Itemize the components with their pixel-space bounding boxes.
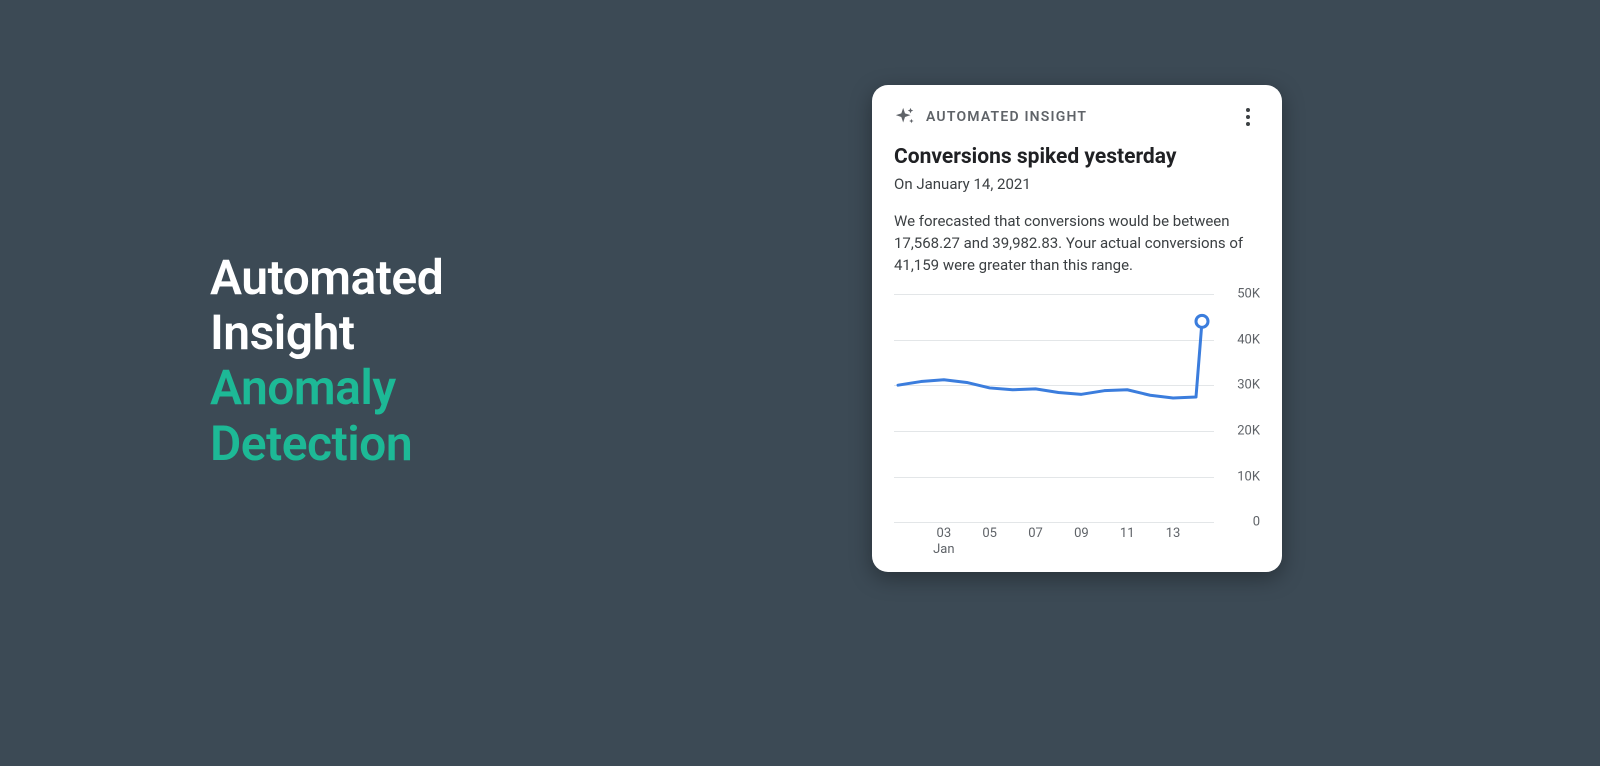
- more-vert-icon[interactable]: [1236, 105, 1260, 129]
- y-axis: 010K20K30K40K50K: [1216, 294, 1260, 522]
- card-title: Conversions spiked yesterday: [894, 145, 1260, 169]
- insight-card: AUTOMATED INSIGHT Conversions spiked yes…: [872, 85, 1282, 572]
- x-tick-label: 09: [1074, 526, 1089, 541]
- card-header: AUTOMATED INSIGHT: [894, 105, 1260, 129]
- grid-line: [894, 522, 1214, 523]
- hero-line-1: Automated: [210, 250, 443, 305]
- x-month-label: Jan: [933, 542, 954, 557]
- sparkle-icon: [894, 106, 916, 128]
- anomaly-marker: [1196, 316, 1208, 328]
- card-badge: AUTOMATED INSIGHT: [926, 109, 1087, 125]
- x-tick-label: 03: [937, 526, 952, 541]
- card-body-text: We forecasted that conversions would be …: [894, 211, 1260, 276]
- y-tick-label: 0: [1253, 515, 1260, 530]
- card-subtitle: On January 14, 2021: [894, 175, 1260, 193]
- hero-line-4: Detection: [210, 416, 443, 471]
- y-tick-label: 30K: [1237, 378, 1260, 393]
- x-tick-label: 05: [982, 526, 997, 541]
- hero-title: Automated Insight Anomaly Detection: [210, 250, 443, 471]
- y-tick-label: 20K: [1237, 424, 1260, 439]
- hero-line-3: Anomaly: [210, 360, 443, 415]
- y-tick-label: 10K: [1237, 469, 1260, 484]
- x-tick-label: 11: [1120, 526, 1135, 541]
- conversions-chart: 010K20K30K40K50K 030507091113Jan: [894, 294, 1260, 554]
- x-axis: 03 05 07 09 11 13 Jan: [894, 524, 1214, 554]
- x-tick-label: 13: [1166, 526, 1181, 541]
- line-chart-svg: [894, 294, 1214, 522]
- y-tick-label: 50K: [1237, 287, 1260, 302]
- y-tick-label: 40K: [1237, 332, 1260, 347]
- hero-line-2: Insight: [210, 305, 443, 360]
- card-header-left: AUTOMATED INSIGHT: [894, 106, 1087, 128]
- x-tick-label: 07: [1028, 526, 1043, 541]
- series-line: [898, 322, 1202, 399]
